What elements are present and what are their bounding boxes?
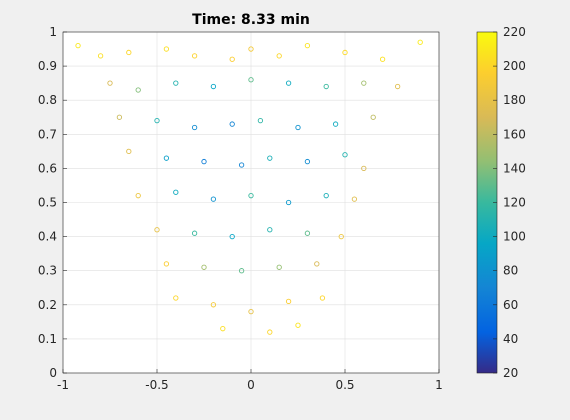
data-point-39 xyxy=(210,196,217,202)
data-point-23 xyxy=(191,124,198,131)
data-point-13 xyxy=(135,87,141,93)
data-point-51 xyxy=(201,264,207,270)
colorbar-tick-label-9: 200 xyxy=(503,59,526,73)
x-tick-label-3: 0.5 xyxy=(335,378,354,392)
data-point-7 xyxy=(276,53,282,59)
data-point-37 xyxy=(135,193,141,199)
y-axis-ticks: 0 0.1 0.2 0.3 0.4 0.5 0.6 0.7 0.8 0.9 1 xyxy=(38,25,67,380)
data-point-53 xyxy=(276,264,282,270)
data-point-61 xyxy=(267,329,273,335)
data-point-33 xyxy=(267,155,273,161)
data-point-12 xyxy=(107,80,113,86)
data-point-40 xyxy=(248,193,254,199)
y-tick-label-4: 0.4 xyxy=(38,230,57,244)
data-point-52 xyxy=(238,268,245,274)
y-tick-label-10: 1 xyxy=(49,25,57,39)
data-point-4 xyxy=(191,53,198,59)
y-tick-label-6: 0.6 xyxy=(38,161,57,175)
data-point-26 xyxy=(295,124,301,131)
x-tick-label-1: -0.5 xyxy=(145,378,168,392)
data-point-27 xyxy=(332,121,339,127)
data-point-10 xyxy=(379,56,386,62)
data-point-55 xyxy=(173,295,179,301)
data-point-8 xyxy=(304,42,311,49)
data-point-6 xyxy=(248,46,254,52)
data-point-41 xyxy=(285,199,292,206)
data-point-62 xyxy=(295,322,301,328)
data-point-25 xyxy=(257,118,264,124)
data-point-57 xyxy=(248,308,254,315)
data-point-54 xyxy=(314,261,320,267)
colorbar-tick-label-10: 220 xyxy=(503,25,526,39)
data-point-38 xyxy=(173,189,179,195)
colorbar-tick-label-8: 180 xyxy=(503,93,526,107)
data-point-5 xyxy=(229,56,235,62)
data-point-18 xyxy=(323,83,329,90)
y-tick-label-1: 0.1 xyxy=(38,332,57,346)
data-point-34 xyxy=(304,158,311,165)
data-point-48 xyxy=(304,230,311,236)
data-point-56 xyxy=(210,302,217,308)
data-point-29 xyxy=(126,148,132,155)
data-point-1 xyxy=(97,53,104,59)
data-point-14 xyxy=(173,80,179,86)
data-point-45 xyxy=(191,230,198,236)
data-point-35 xyxy=(342,152,348,158)
colorbar-tick-label-7: 160 xyxy=(503,127,526,141)
scatter-points xyxy=(75,39,423,335)
data-point-0 xyxy=(75,42,81,49)
colorbar-tick-label-4: 100 xyxy=(503,230,526,244)
data-point-47 xyxy=(267,227,273,233)
chart-title: Time: 8.33 min xyxy=(192,12,310,28)
data-point-58 xyxy=(285,298,292,305)
data-point-19 xyxy=(361,80,367,86)
data-point-2 xyxy=(126,49,132,56)
x-axis-ticks: -1 -0.5 0 0.5 1 xyxy=(57,369,443,392)
data-point-46 xyxy=(229,233,235,240)
data-point-50 xyxy=(163,261,170,267)
y-tick-label-8: 0.8 xyxy=(38,93,57,107)
data-point-15 xyxy=(210,83,217,90)
data-point-3 xyxy=(163,46,170,52)
x-tick-label-2: 0 xyxy=(247,378,255,392)
data-point-32 xyxy=(238,162,245,168)
data-point-49 xyxy=(338,233,344,240)
colorbar-tick-label-2: 60 xyxy=(503,298,518,312)
colorbar-tick-label-6: 140 xyxy=(503,161,526,175)
colorbar-tick-label-3: 80 xyxy=(503,264,518,278)
data-point-20 xyxy=(394,83,401,90)
data-point-11 xyxy=(417,39,423,45)
data-point-43 xyxy=(351,196,358,202)
data-point-60 xyxy=(220,326,226,332)
data-point-59 xyxy=(319,295,326,301)
colorbar-ticks: 20 40 60 80 100 120 140 160 180 200 220 xyxy=(493,25,526,380)
data-point-24 xyxy=(229,121,235,127)
colorbar-tick-label-0: 20 xyxy=(503,366,518,380)
data-point-28 xyxy=(370,114,376,120)
data-point-36 xyxy=(361,165,367,172)
x-tick-label-0: -1 xyxy=(57,378,69,392)
data-point-17 xyxy=(285,80,292,86)
y-tick-label-7: 0.7 xyxy=(38,127,57,141)
colorbar-tick-label-1: 40 xyxy=(503,332,518,346)
grid-lines xyxy=(62,31,440,374)
y-tick-label-0: 0 xyxy=(49,366,57,380)
data-point-9 xyxy=(342,49,348,56)
data-point-21 xyxy=(116,114,123,120)
y-tick-label-9: 0.9 xyxy=(38,59,57,73)
colorbar-tick-label-5: 120 xyxy=(503,196,526,210)
data-point-30 xyxy=(163,155,170,161)
y-tick-label-2: 0.2 xyxy=(38,298,57,312)
data-point-42 xyxy=(323,193,329,199)
data-point-31 xyxy=(201,158,207,165)
data-point-22 xyxy=(154,118,160,124)
data-point-44 xyxy=(154,227,160,233)
y-tick-label-5: 0.5 xyxy=(38,196,57,210)
y-tick-label-3: 0.3 xyxy=(38,264,57,278)
x-tick-label-4: 1 xyxy=(435,378,443,392)
data-point-16 xyxy=(248,77,254,83)
